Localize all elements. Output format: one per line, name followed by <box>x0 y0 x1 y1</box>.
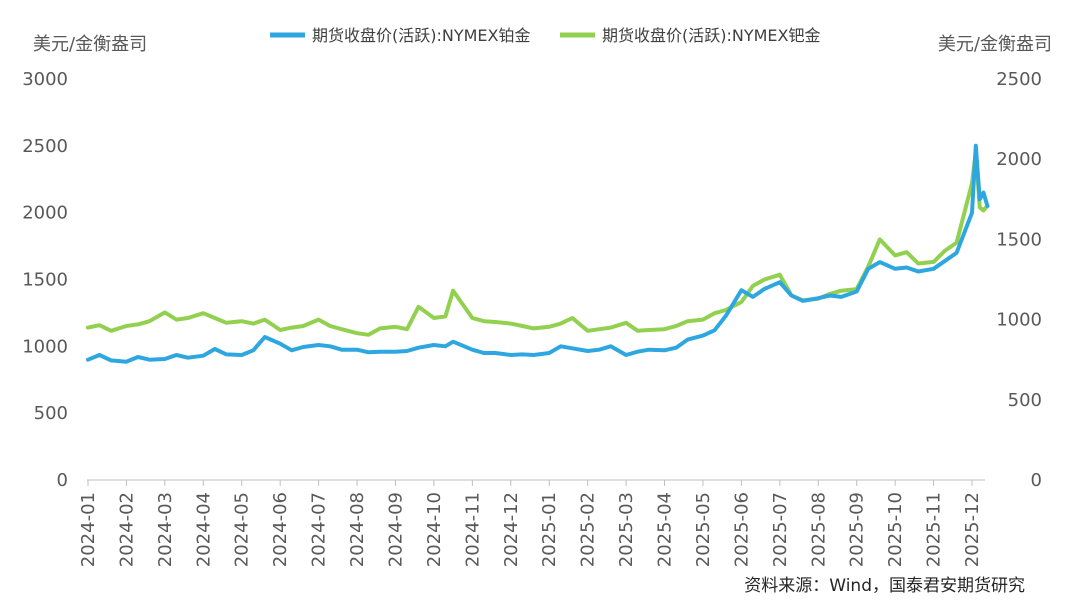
x-tick-label: 2025-03 <box>616 492 637 567</box>
x-tick-label: 2025-12 <box>962 492 983 567</box>
x-tick-label: 2024-09 <box>385 492 406 567</box>
right-tick-label: 2500 <box>996 69 1042 90</box>
left-axis-unit: 美元/金衡盎司 <box>33 34 147 55</box>
x-tick-label: 2025-06 <box>731 492 752 567</box>
x-tick-label: 2025-05 <box>693 492 714 567</box>
left-tick-label: 0 <box>57 470 68 491</box>
series-layer <box>86 143 990 364</box>
x-tick-label: 2024-04 <box>193 492 214 567</box>
right-tick-label: 1000 <box>996 310 1042 331</box>
x-tick-label: 2025-10 <box>885 492 906 567</box>
x-tick-label: 2025-04 <box>655 492 676 567</box>
right-tick-label: 500 <box>1008 390 1042 411</box>
x-tick-label: 2024-01 <box>78 492 99 567</box>
legend-label-platinum: 期货收盘价(活跃):NYMEX铂金 <box>312 26 531 45</box>
x-tick-label: 2024-03 <box>155 492 176 567</box>
x-tick-label: 2024-10 <box>424 492 445 567</box>
x-tick-label: 2024-07 <box>309 492 330 567</box>
x-tick-label: 2024-02 <box>116 492 137 567</box>
left-tick-label: 1500 <box>22 270 68 291</box>
series-line-platinum <box>86 143 990 364</box>
x-tick-label: 2024-06 <box>270 492 291 567</box>
right-tick-label: 2000 <box>996 149 1042 170</box>
x-tick-label: 2025-02 <box>578 492 599 567</box>
x-tick-label: 2024-08 <box>347 492 368 567</box>
source-note: 资料来源：Wind，国泰君安期货研究 <box>744 576 1025 596</box>
left-axis: 0 500 1000 1500 2000 2500 3000 <box>22 69 68 491</box>
x-tick-label: 2025-07 <box>770 492 791 567</box>
x-tick-label: 2025-11 <box>924 492 945 567</box>
x-tick-label: 2025-09 <box>847 492 868 567</box>
left-tick-label: 2500 <box>22 136 68 157</box>
right-axis: 0 500 1000 1500 2000 2500 <box>996 69 1042 491</box>
series-line-palladium <box>86 149 990 337</box>
x-tick-label: 2024-05 <box>232 492 253 567</box>
x-tick-label: 2025-01 <box>539 492 560 567</box>
x-axis: 2024-01 2024-02 2024-03 2024-04 2024-05 2024-… <box>78 480 983 567</box>
legend-label-palladium: 期货收盘价(活跃):NYMEX钯金 <box>602 26 821 45</box>
x-tick-label: 2024-12 <box>501 492 522 567</box>
right-tick-label: 0 <box>1031 470 1042 491</box>
x-tick-label: 2025-08 <box>808 492 829 567</box>
x-tick-label: 2024-11 <box>462 492 483 567</box>
left-tick-label: 1000 <box>22 336 68 357</box>
left-tick-label: 2000 <box>22 203 68 224</box>
right-axis-unit: 美元/金衡盎司 <box>938 34 1052 55</box>
left-tick-label: 3000 <box>22 69 68 90</box>
right-tick-label: 1500 <box>996 229 1042 250</box>
legend: 期货收盘价(活跃):NYMEX铂金 期货收盘价(活跃):NYMEX钯金 <box>270 26 821 45</box>
left-tick-label: 500 <box>34 403 68 424</box>
